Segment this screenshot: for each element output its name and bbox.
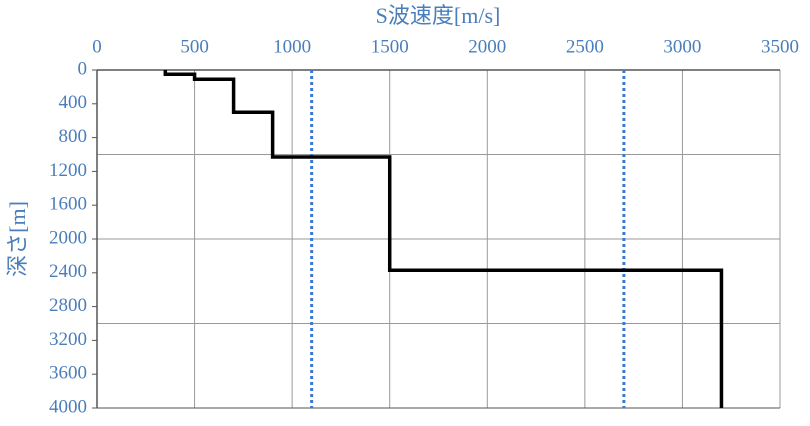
x-tick-label: 1000 [273,36,311,57]
y-tick-label: 2000 [49,227,87,248]
x-tick-label: 3500 [761,36,799,57]
y-axis-title: 深さ[m] [5,201,30,277]
y-tick-label: 800 [59,126,88,147]
x-tick-label: 3000 [663,36,701,57]
y-tick-label: 1600 [49,194,87,215]
y-tick-label: 3600 [49,363,87,384]
y-tick-label: 3200 [49,329,87,350]
y-tick-label: 1200 [49,160,87,181]
x-tick-label: 2000 [468,36,506,57]
y-tick-label: 0 [78,58,88,79]
y-tick-label: 400 [59,92,88,113]
y-tick-label: 2400 [49,261,87,282]
y-tick-label: 2800 [49,295,87,316]
x-tick-label: 2500 [566,36,604,57]
x-tick-label: 0 [92,36,102,57]
data-line [163,70,724,408]
y-tick-label: 4000 [49,396,87,417]
x-tick-label: 1500 [371,36,409,57]
x-axis-title: S波速度[m/s] [376,3,501,28]
x-tick-label: 500 [180,36,209,57]
